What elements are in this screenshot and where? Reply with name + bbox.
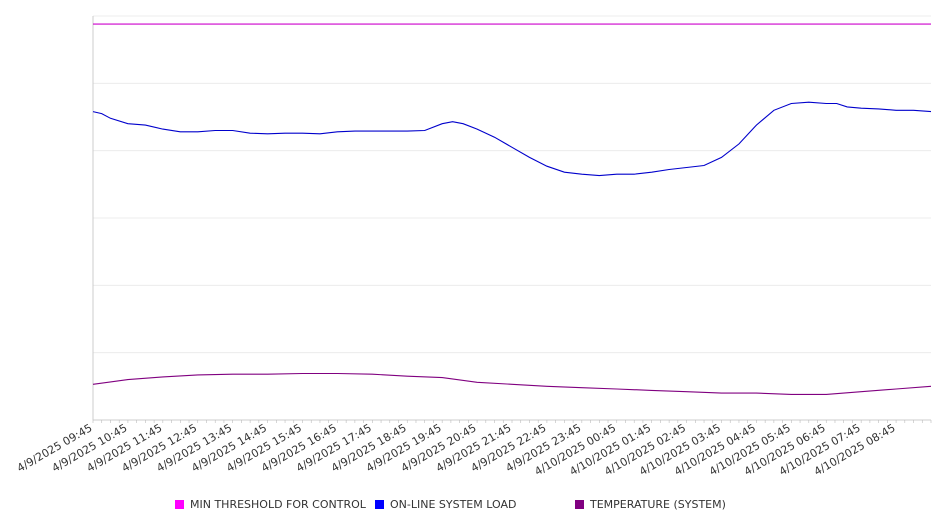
legend: MIN THRESHOLD FOR CONTROL ON-LINE SYSTEM… bbox=[0, 498, 946, 514]
x-tick-labels: 4/9/2025 09:454/9/2025 10:454/9/2025 11:… bbox=[15, 421, 898, 478]
legend-item-min-threshold[interactable]: MIN THRESHOLD FOR CONTROL bbox=[175, 498, 366, 511]
legend-label-temperature-system: TEMPERATURE (SYSTEM) bbox=[590, 498, 726, 511]
legend-swatch-temperature-system bbox=[575, 500, 584, 509]
legend-label-min-threshold: MIN THRESHOLD FOR CONTROL bbox=[190, 498, 366, 511]
series-line-2 bbox=[92, 372, 932, 395]
axes bbox=[92, 16, 932, 423]
legend-item-temperature-system[interactable]: TEMPERATURE (SYSTEM) bbox=[575, 498, 726, 511]
legend-swatch-min-threshold bbox=[175, 500, 184, 509]
legend-item-online-system-load[interactable]: ON-LINE SYSTEM LOAD bbox=[375, 498, 516, 511]
legend-label-online-system-load: ON-LINE SYSTEM LOAD bbox=[390, 498, 517, 511]
legend-swatch-online-system-load bbox=[375, 500, 384, 509]
series-line-1 bbox=[92, 101, 932, 177]
gridlines bbox=[93, 15, 931, 354]
series-lines bbox=[92, 23, 932, 395]
